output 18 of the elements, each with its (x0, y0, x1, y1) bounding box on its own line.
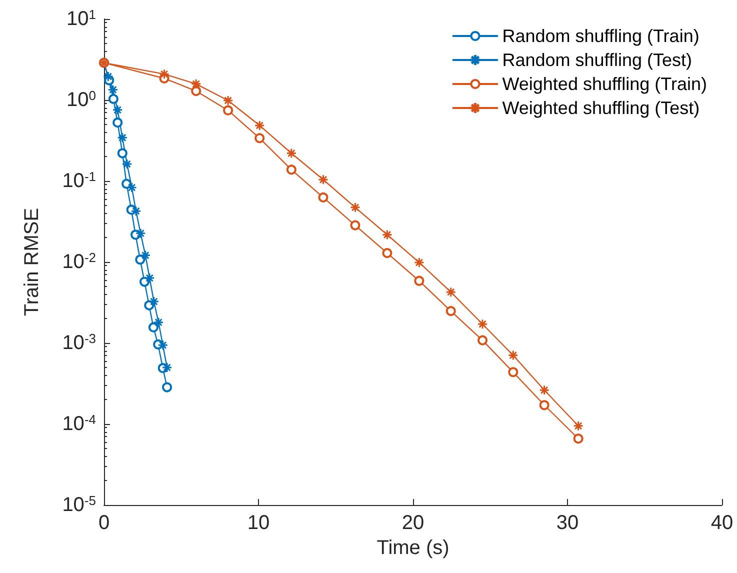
x-tick-label: 40 (710, 512, 734, 534)
x-tick-label: 20 (402, 512, 424, 534)
legend-label: Random shuffling (Test) (502, 50, 692, 70)
legend-label: Random shuffling (Train) (502, 26, 700, 46)
y-tick-label: 10$^{-2}$ (62, 250, 96, 273)
x-tick-label: 10 (247, 512, 270, 534)
y-axis-title: Train RMSE (21, 208, 43, 316)
y-tick-label: 10$^{0}$ (66, 88, 96, 111)
x-axis-title: Time (s) (376, 536, 450, 559)
y-tick-label: 10$^{-1}$ (62, 169, 96, 192)
x-tick-label: 0 (98, 512, 110, 534)
legend-label: Weighted shuffling (Train) (502, 74, 708, 94)
y-tick-label: 10$^{1}$ (66, 7, 96, 30)
y-tick-label: 10$^{-4}$ (62, 412, 96, 435)
x-tick-label: 30 (556, 512, 579, 534)
y-tick-label: 10$^{-3}$ (62, 331, 96, 354)
legend-label: Weighted shuffling (Test) (502, 98, 700, 118)
y-tick-label: 10$^{-5}$ (62, 493, 96, 516)
